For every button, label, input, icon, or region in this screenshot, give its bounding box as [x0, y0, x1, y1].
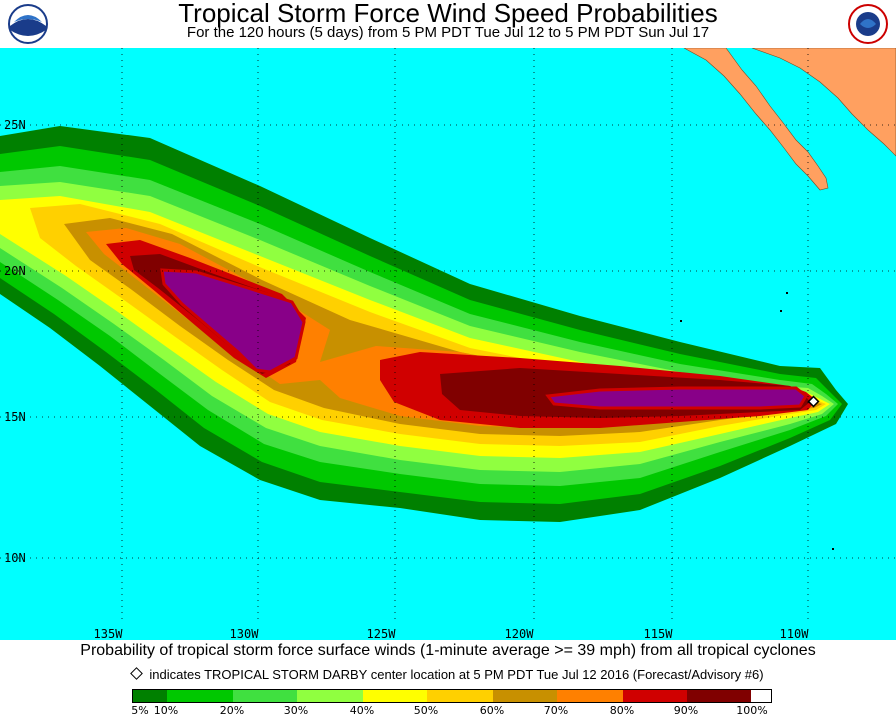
lon-label-120w: 120W [505, 627, 535, 640]
legend-swatch [557, 690, 623, 702]
lon-label-125w: 125W [367, 627, 397, 640]
island-dot [780, 310, 782, 312]
legend-label: 70% [543, 704, 569, 717]
caption-probability: Probability of tropical storm force surf… [80, 642, 816, 659]
probability-map: 25N 20N 15N 10N 135W 130W 125W 120W 115W… [0, 48, 896, 640]
header: Tropical Storm Force Wind Speed Probabil… [0, 0, 896, 48]
lon-label-135w: 135W [94, 627, 124, 640]
legend-swatch [493, 690, 557, 702]
island-dot [786, 292, 788, 294]
legend-swatch [133, 690, 167, 702]
legend-color-bar [132, 689, 772, 703]
lat-label-20n: 20N [4, 264, 26, 278]
storm-center-diamond-legend-icon [130, 667, 144, 680]
page-subtitle: For the 120 hours (5 days) from 5 PM PDT… [186, 24, 710, 41]
swath-90pct [130, 254, 810, 418]
legend-label: 30% [283, 704, 309, 717]
legend-swatch [363, 690, 427, 702]
legend-label: 100% [736, 704, 768, 717]
legend-swatch [687, 690, 751, 702]
color-legend: 5% 10% 20% 30% 40% 50% 60% 70% 80% 90% 100% [131, 689, 772, 717]
national-weather-service-logo-icon [848, 4, 888, 44]
lon-label-115w: 115W [644, 627, 674, 640]
baja-california-land [683, 48, 829, 191]
island-dot [680, 320, 682, 322]
legend-swatch [233, 690, 297, 702]
legend-label: 10% [153, 704, 179, 717]
legend-label: 50% [413, 704, 439, 717]
lon-label-110w: 110W [780, 627, 810, 640]
legend-label: 80% [609, 704, 635, 717]
legend-label: 40% [349, 704, 375, 717]
legend-labels: 5% 10% 20% 30% 40% 50% 60% 70% 80% 90% 100% [131, 703, 772, 717]
mainland-mexico-land [751, 48, 896, 157]
lat-label-25n: 25N [4, 118, 26, 132]
lat-label-15n: 15N [4, 410, 26, 424]
noaa-logo-icon [8, 4, 48, 44]
caption-storm-center: indicates TROPICAL STORM DARBY center lo… [0, 667, 896, 682]
caption-storm-center-text: indicates TROPICAL STORM DARBY center lo… [149, 667, 764, 682]
legend-swatch [297, 690, 363, 702]
legend-label: 90% [673, 704, 699, 717]
legend-label: 20% [219, 704, 245, 717]
legend-label: 5% [131, 704, 149, 717]
lon-label-130w: 130W [230, 627, 260, 640]
legend-swatch [427, 690, 493, 702]
swath-100pct [160, 268, 808, 410]
legend-swatch [623, 690, 687, 702]
island-dot [832, 548, 834, 550]
storm-center-diamond-icon [807, 395, 820, 408]
legend-label: 60% [479, 704, 505, 717]
page-title: Tropical Storm Force Wind Speed Probabil… [178, 0, 718, 28]
legend-swatch [167, 690, 233, 702]
lat-label-10n: 10N [4, 551, 26, 565]
